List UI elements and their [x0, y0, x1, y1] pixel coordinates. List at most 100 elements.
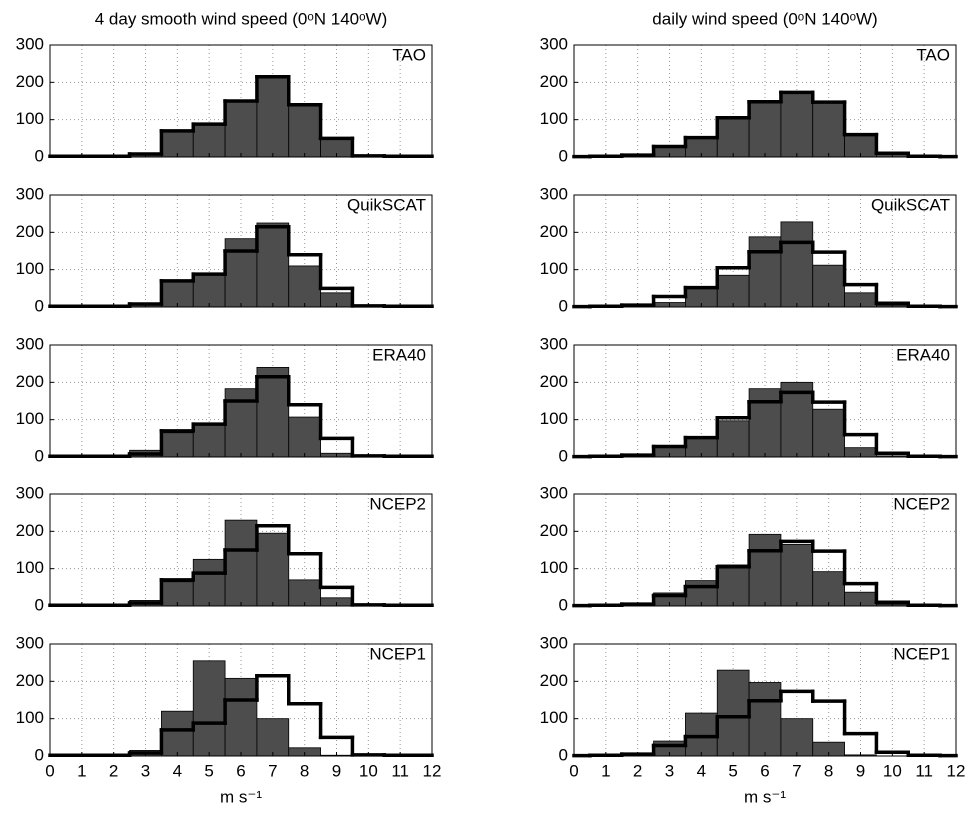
y-tick-label: 300 — [540, 483, 568, 502]
bar — [257, 77, 289, 157]
y-tick-label: 300 — [16, 483, 44, 502]
panel-title: daily wind speed (0ᵒN 140ᵒW) — [652, 9, 877, 28]
bar — [717, 421, 749, 457]
bar — [193, 424, 225, 457]
x-tick-label: 11 — [391, 761, 409, 780]
panel-label: NCEP2 — [893, 494, 950, 513]
bar — [749, 389, 781, 457]
y-tick-label: 200 — [540, 671, 568, 690]
x-tick-label: 5 — [728, 761, 737, 780]
bar — [813, 102, 845, 157]
x-tick-label: 10 — [359, 761, 378, 780]
y-tick-label: 100 — [16, 259, 44, 278]
bar — [225, 389, 257, 457]
x-tick-label: 3 — [141, 761, 150, 780]
panel-label: TAO — [916, 45, 950, 64]
bar — [717, 275, 749, 307]
y-tick-label: 100 — [540, 259, 568, 278]
y-tick-label: 0 — [35, 745, 44, 764]
panel-label: QuikSCAT — [871, 195, 950, 214]
bar — [685, 713, 717, 756]
y-tick-label: 200 — [540, 372, 568, 391]
y-tick-label: 200 — [16, 671, 44, 690]
y-tick-label: 300 — [540, 184, 568, 203]
y-tick-label: 200 — [540, 222, 568, 241]
y-tick-label: 300 — [540, 334, 568, 353]
x-tick-label: 0 — [45, 761, 54, 780]
x-axis-label: m s⁻¹ — [220, 787, 262, 806]
panel-label: ERA40 — [896, 345, 950, 364]
y-tick-label: 200 — [540, 521, 568, 540]
y-tick-label: 200 — [16, 372, 44, 391]
panel-label: NCEP1 — [369, 644, 426, 663]
bar — [749, 534, 781, 606]
y-tick-label: 100 — [16, 708, 44, 727]
y-tick-label: 0 — [559, 296, 568, 315]
bar — [749, 102, 781, 157]
bar — [717, 118, 749, 157]
bar — [257, 533, 289, 606]
bar — [193, 274, 225, 307]
bar — [289, 266, 321, 307]
bar — [225, 678, 257, 756]
x-tick-label: 6 — [760, 761, 769, 780]
x-tick-label: 3 — [665, 761, 674, 780]
x-tick-label: 7 — [792, 761, 801, 780]
y-tick-label: 100 — [540, 409, 568, 428]
x-axis-label: m s⁻¹ — [744, 787, 786, 806]
y-tick-label: 300 — [16, 633, 44, 652]
bar — [193, 124, 225, 157]
bar — [781, 544, 813, 606]
panel-label: NCEP1 — [893, 644, 950, 663]
y-tick-label: 0 — [559, 745, 568, 764]
y-tick-label: 0 — [559, 146, 568, 165]
y-tick-label: 100 — [16, 558, 44, 577]
x-tick-label: 6 — [236, 761, 245, 780]
y-tick-label: 200 — [16, 222, 44, 241]
y-tick-label: 300 — [16, 34, 44, 53]
x-tick-label: 1 — [601, 761, 610, 780]
y-tick-label: 100 — [16, 109, 44, 128]
y-tick-label: 300 — [540, 633, 568, 652]
x-tick-label: 9 — [332, 761, 341, 780]
bar — [257, 719, 289, 756]
x-tick-label: 2 — [633, 761, 642, 780]
y-tick-label: 100 — [16, 409, 44, 428]
bar — [781, 719, 813, 756]
bar — [289, 417, 321, 457]
panel-label: ERA40 — [372, 345, 426, 364]
y-tick-label: 100 — [540, 708, 568, 727]
panel-label: QuikSCAT — [347, 195, 426, 214]
y-tick-label: 200 — [16, 521, 44, 540]
bar — [161, 711, 193, 756]
bar — [225, 520, 257, 606]
bar — [813, 409, 845, 457]
bar — [193, 661, 225, 756]
y-tick-label: 0 — [35, 146, 44, 165]
y-tick-label: 300 — [540, 34, 568, 53]
x-tick-label: 4 — [173, 761, 182, 780]
y-tick-label: 300 — [16, 334, 44, 353]
bar — [225, 239, 257, 307]
x-tick-label: 8 — [824, 761, 833, 780]
x-tick-label: 7 — [268, 761, 277, 780]
x-tick-label: 12 — [423, 761, 442, 780]
x-tick-label: 5 — [204, 761, 213, 780]
x-tick-label: 4 — [697, 761, 706, 780]
y-tick-label: 0 — [35, 595, 44, 614]
x-tick-label: 10 — [883, 761, 902, 780]
bar — [717, 565, 749, 606]
y-tick-label: 300 — [16, 184, 44, 203]
bar — [749, 682, 781, 756]
bar — [225, 101, 257, 157]
bar — [749, 237, 781, 307]
y-tick-label: 0 — [35, 446, 44, 465]
bar — [813, 265, 845, 307]
y-tick-label: 0 — [559, 595, 568, 614]
panel-label: TAO — [392, 45, 426, 64]
x-tick-label: 2 — [109, 761, 118, 780]
bar — [257, 223, 289, 307]
panel-label: NCEP2 — [369, 494, 426, 513]
x-tick-label: 12 — [947, 761, 966, 780]
